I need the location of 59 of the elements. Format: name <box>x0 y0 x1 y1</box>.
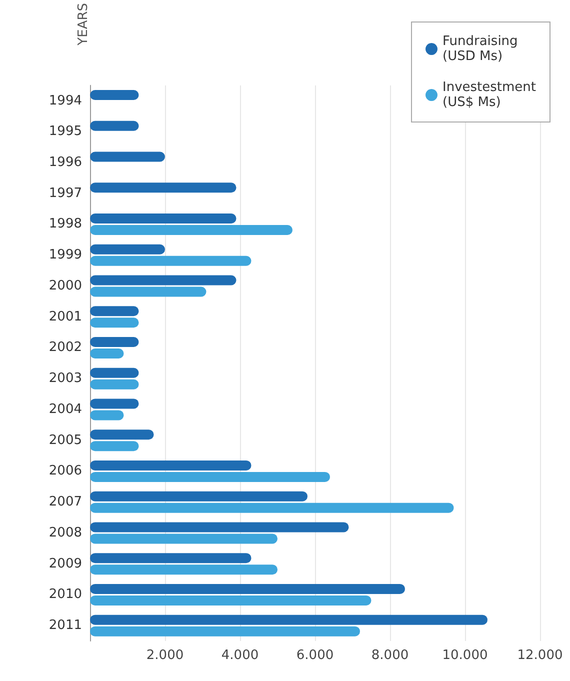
bar <box>90 379 139 390</box>
bar <box>90 502 454 513</box>
y-tick-label: 2008 <box>48 525 82 540</box>
x-tick-label: 12.000 <box>517 648 563 663</box>
bar <box>90 182 236 193</box>
bar <box>90 553 252 564</box>
y-tick-label: 1998 <box>48 216 82 232</box>
bar <box>90 410 124 420</box>
y-tick-label: 2003 <box>48 371 82 386</box>
bar <box>90 244 165 254</box>
bar <box>90 398 139 409</box>
y-tick-label: 1995 <box>48 124 82 140</box>
bar <box>90 152 165 162</box>
bar <box>90 336 139 347</box>
bar <box>90 318 139 328</box>
bar <box>90 90 139 100</box>
bar <box>90 368 139 378</box>
legend-label: Fundraising (USD Ms) <box>442 34 518 64</box>
bar <box>90 564 278 575</box>
bar <box>90 214 236 224</box>
bar <box>90 286 206 297</box>
bar <box>90 595 372 606</box>
y-axis-title: YEARS <box>76 2 91 46</box>
x-tick-label: 10.000 <box>442 648 488 663</box>
y-tick-label: 1999 <box>48 248 82 263</box>
bar <box>90 584 405 594</box>
bar <box>90 626 360 636</box>
bar <box>90 348 124 358</box>
y-tick-label: 2006 <box>48 464 82 479</box>
bar <box>90 460 252 470</box>
bar <box>90 225 292 235</box>
x-tick-label: 2.000 <box>146 648 184 663</box>
y-tick-label: 2000 <box>48 278 82 294</box>
y-tick-label: 2001 <box>48 309 82 324</box>
y-tick-label: 1994 <box>48 93 82 108</box>
y-tick-label: 2011 <box>48 618 82 634</box>
y-tick-label: 2010 <box>48 587 82 602</box>
x-tick-label: 4.000 <box>221 648 259 663</box>
y-tick-label: 2009 <box>48 556 82 572</box>
y-tick-label: 2004 <box>48 402 82 417</box>
bar <box>90 441 139 452</box>
bar <box>90 306 139 316</box>
bar <box>90 430 154 440</box>
bar <box>90 522 349 532</box>
y-tick-label: 1997 <box>48 186 82 201</box>
x-tick-label: 6.000 <box>296 648 334 663</box>
bar <box>90 120 139 131</box>
bar <box>90 256 252 266</box>
bar <box>90 472 330 482</box>
y-tick-label: 2007 <box>48 494 82 510</box>
bar <box>90 491 308 502</box>
legend-label: Investestment (US$ Ms) <box>442 80 536 110</box>
y-tick-label: 2005 <box>48 432 82 448</box>
bar <box>90 275 236 286</box>
y-tick-label: 2002 <box>48 340 82 356</box>
bar <box>90 614 488 625</box>
y-tick-label: 1996 <box>48 155 82 170</box>
x-tick-label: 8.000 <box>371 648 409 663</box>
bar <box>90 534 278 544</box>
